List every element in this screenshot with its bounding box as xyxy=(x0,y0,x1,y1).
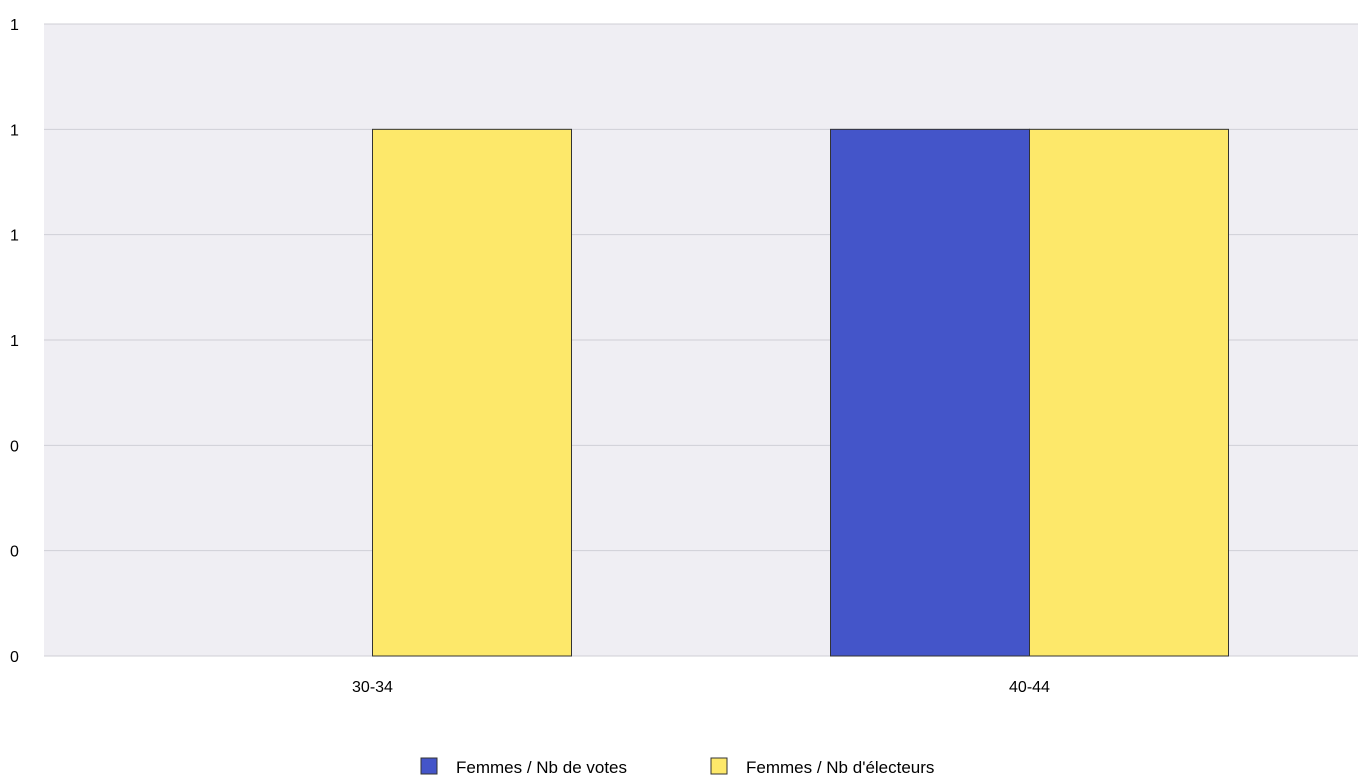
bar-30-34-series-2 xyxy=(372,128,572,657)
y-tick-label: 0 xyxy=(10,649,19,666)
y-tick-label: 0 xyxy=(10,544,19,561)
legend-swatch xyxy=(710,757,728,775)
y-axis-ticks: 0 0 0 1 1 1 1 xyxy=(10,17,19,666)
legend-label: Femmes / Nb de votes xyxy=(456,758,627,777)
y-tick-label: 1 xyxy=(10,122,19,139)
x-axis-ticks: 30-34 40-44 xyxy=(352,679,1050,696)
legend-swatch xyxy=(420,757,438,775)
y-tick-label: 1 xyxy=(10,333,19,350)
legend-label: Femmes / Nb d'électeurs xyxy=(746,758,934,777)
gridlines xyxy=(44,23,1358,657)
bar-40-44-series-1 xyxy=(830,128,1030,657)
y-tick-label: 0 xyxy=(10,438,19,455)
x-tick-label: 40-44 xyxy=(1009,679,1050,696)
y-tick-label: 1 xyxy=(10,17,19,34)
x-tick-label: 30-34 xyxy=(352,679,393,696)
y-tick-label: 1 xyxy=(10,228,19,245)
legend: Femmes / Nb de votes Femmes / Nb d'électe… xyxy=(420,757,934,777)
bars xyxy=(372,128,1229,657)
bar-40-44-series-2 xyxy=(1029,128,1229,657)
